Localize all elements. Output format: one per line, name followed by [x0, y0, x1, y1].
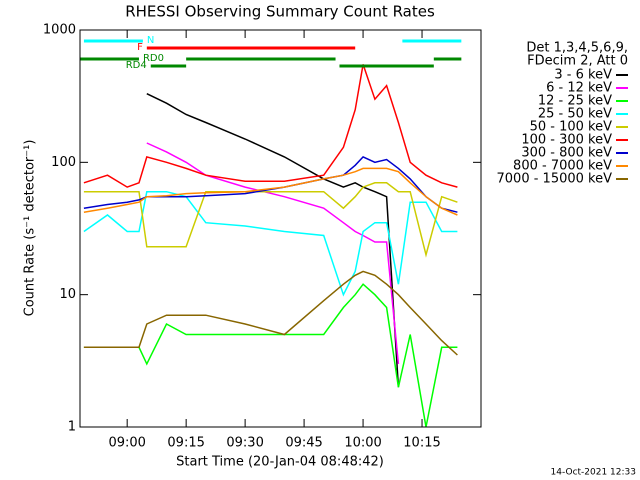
- series-line: [83, 270, 458, 356]
- legend-label: 25 - 50 keV: [538, 107, 612, 122]
- x-tick-label: 09:30: [226, 436, 263, 451]
- y-tick-label: 1: [68, 420, 76, 435]
- y-tick-label: 1000: [43, 23, 76, 38]
- legend-label: 300 - 800 keV: [521, 146, 612, 161]
- y-axis-label: Count Rate (s⁻¹ detector⁻¹): [23, 140, 38, 317]
- flag-label: RD4: [126, 60, 147, 71]
- x-tick-label: 09:15: [167, 436, 204, 451]
- x-tick-label: 10:15: [403, 436, 440, 451]
- x-axis-label: Start Time (20-Jan-04 08:48:42): [176, 455, 384, 470]
- series-line: [83, 190, 458, 297]
- legend-label: 100 - 300 keV: [521, 133, 612, 148]
- x-tick-label: 09:00: [108, 436, 145, 451]
- flag-label: N: [147, 35, 154, 46]
- x-tick-label: 10:00: [344, 436, 381, 451]
- series-line: [83, 167, 458, 216]
- series-line: [83, 283, 458, 428]
- y-tick-label: 10: [59, 287, 76, 302]
- legend-label: 800 - 7000 keV: [513, 159, 612, 174]
- legend-label: 50 - 100 keV: [530, 120, 613, 135]
- series-line: [83, 182, 458, 258]
- plot-frame: [79, 29, 482, 428]
- chart-title: RHESSI Observing Summary Count Rates: [125, 3, 435, 21]
- y-tick-label: 100: [51, 155, 76, 170]
- legend-label: 6 - 12 keV: [546, 81, 612, 96]
- legend-title: Det 1,3,4,5,6,9,: [526, 41, 628, 56]
- legend-label: 3 - 6 keV: [554, 68, 612, 83]
- footer: 14-Oct-2021 12:33: [551, 468, 636, 478]
- legend-label: 12 - 25 keV: [538, 94, 612, 109]
- flag-label: F: [137, 42, 143, 53]
- legend-label: 7000 - 15000 keV: [497, 172, 613, 187]
- flag-label: RD0: [143, 53, 164, 64]
- legend-title: FDecim 2, Att 0: [527, 54, 628, 69]
- x-tick-label: 09:45: [285, 436, 322, 451]
- series-line: [146, 142, 400, 364]
- series-line: [83, 64, 458, 188]
